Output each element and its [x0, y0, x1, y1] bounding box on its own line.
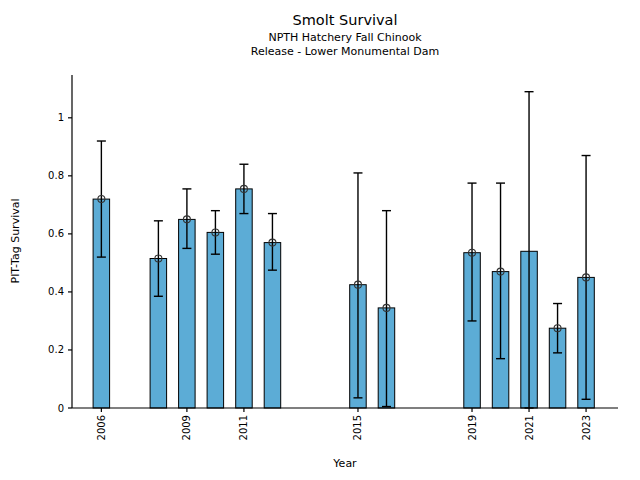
- x-tick-label-2015: 2015: [352, 415, 363, 440]
- y-axis-label: PIT-Tag Survival: [9, 198, 22, 283]
- y-tick-label-1: 1: [58, 112, 64, 123]
- chart-subtitle-line2: Release - Lower Monumental Dam: [251, 45, 440, 58]
- x-tick-label-2023: 2023: [581, 415, 592, 440]
- plot-area: 0 0.2 0.4 0.6 0.8 1 2006 2009 2011 2015 2019 2021 20…: [0, 0, 640, 480]
- chart-subtitle-line1: NPTH Hatchery Fall Chinook: [268, 31, 421, 44]
- y-tick-label-0.2: 0.2: [48, 344, 64, 355]
- chart-title: Smolt Survival: [293, 12, 398, 28]
- y-tick-label-0.8: 0.8: [48, 170, 64, 181]
- figure: 0 0.2 0.4 0.6 0.8 1 2006 2009 2011 2015 2019 2021 20…: [0, 0, 640, 480]
- x-tick-label-2021: 2021: [524, 415, 535, 440]
- y-tick-label-0.6: 0.6: [48, 228, 64, 239]
- x-tick-label-2009: 2009: [181, 415, 192, 440]
- x-tick-label-2011: 2011: [238, 415, 249, 440]
- x-axis-label: Year: [333, 457, 356, 470]
- x-tick-label-2019: 2019: [467, 415, 478, 440]
- bar-2010: [207, 232, 224, 408]
- y-tick-label-0.4: 0.4: [48, 286, 64, 297]
- y-tick-label-0: 0: [58, 403, 64, 414]
- bar-2011: [236, 189, 253, 408]
- x-tick-label-2006: 2006: [96, 415, 107, 440]
